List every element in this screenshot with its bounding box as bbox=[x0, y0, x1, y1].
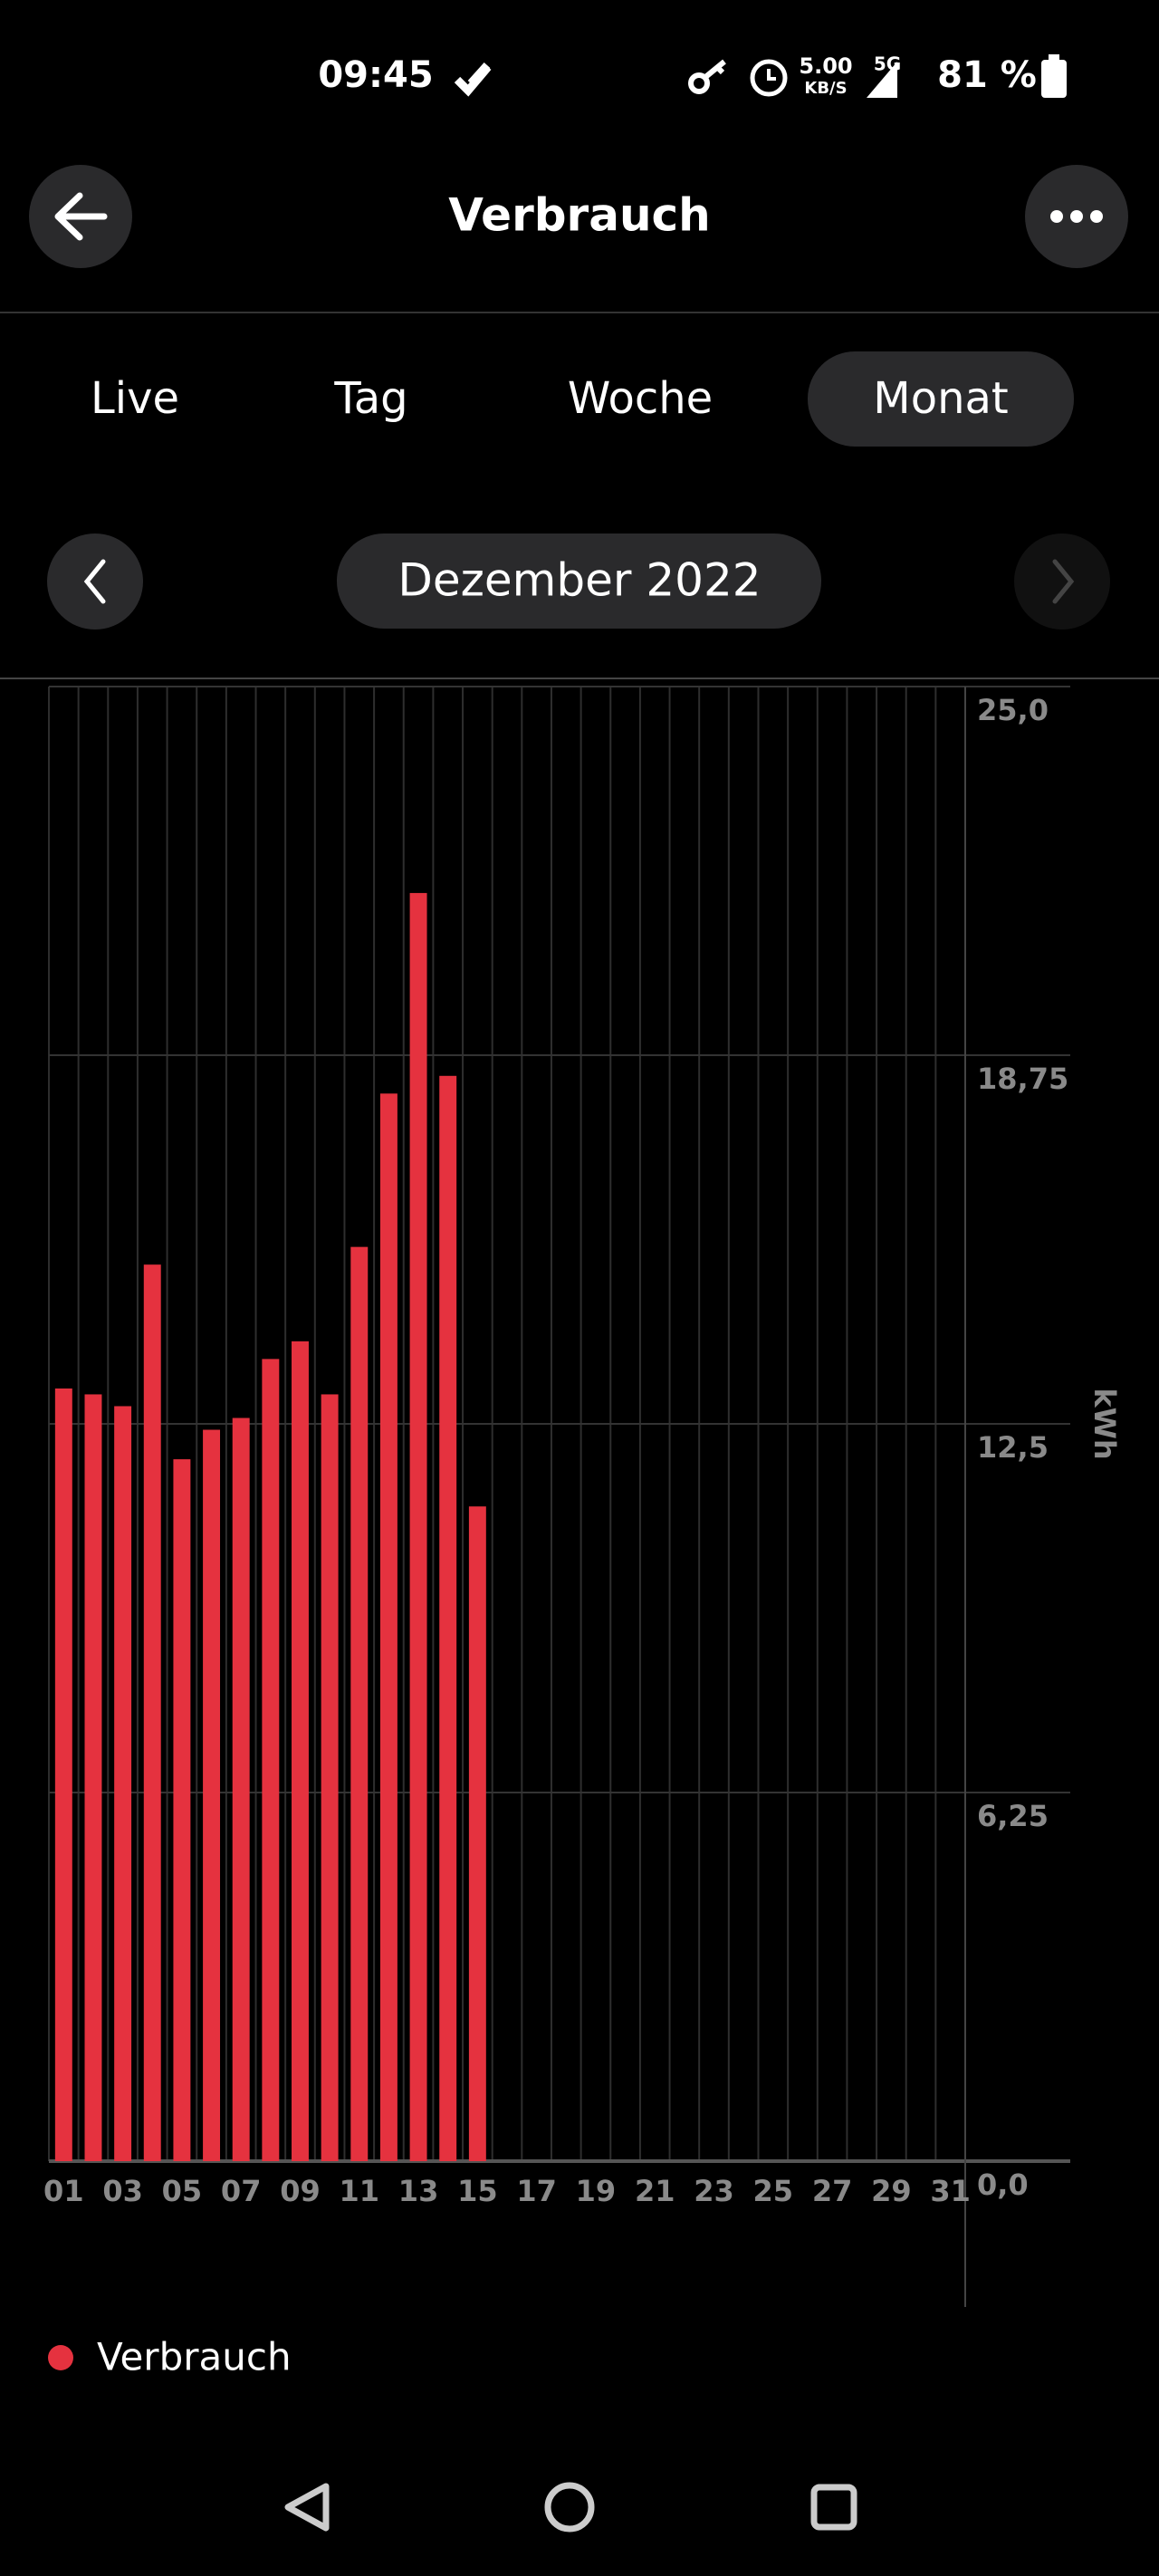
next-month-button[interactable] bbox=[1014, 533, 1110, 630]
back-button[interactable] bbox=[29, 165, 132, 268]
legend-marker bbox=[48, 2345, 73, 2370]
x-tick-label: 05 bbox=[162, 2174, 203, 2208]
status-time: 09:45 bbox=[318, 54, 433, 96]
nav-bar bbox=[284, 2482, 857, 2533]
y-tick-label: 25,0 bbox=[977, 693, 1049, 727]
bar bbox=[350, 1246, 369, 2161]
x-tick-label: 31 bbox=[930, 2174, 971, 2208]
nav-back[interactable] bbox=[284, 2483, 330, 2532]
bar bbox=[468, 1506, 486, 2161]
tab[interactable]: Woche bbox=[568, 373, 713, 424]
legend-label: Verbrauch bbox=[97, 2335, 292, 2379]
bar bbox=[321, 1394, 339, 2161]
y-tick-label: 6,25 bbox=[977, 1799, 1049, 1833]
bar bbox=[54, 1388, 72, 2161]
x-tick-label: 17 bbox=[516, 2174, 557, 2208]
y-tick-label: 0,0 bbox=[977, 2167, 1029, 2202]
page-title: Verbrauch bbox=[448, 189, 711, 242]
x-tick-label: 07 bbox=[221, 2174, 262, 2208]
bar bbox=[114, 1406, 132, 2161]
bar bbox=[439, 1075, 457, 2161]
period: Dezember 2022 bbox=[398, 554, 761, 607]
x-tick-label: 13 bbox=[398, 2174, 439, 2208]
x-tick-label: 09 bbox=[280, 2174, 321, 2208]
x-tick-label: 01 bbox=[43, 2174, 84, 2208]
x-tick-label: 21 bbox=[635, 2174, 675, 2208]
tab[interactable]: Monat bbox=[873, 373, 1008, 424]
bar bbox=[232, 1418, 250, 2161]
net-speed: 5.00 bbox=[799, 53, 852, 79]
x-tick-label: 27 bbox=[812, 2174, 853, 2208]
bar bbox=[143, 1264, 161, 2161]
period-pill[interactable] bbox=[337, 533, 821, 629]
x-tick-label: 03 bbox=[102, 2174, 143, 2208]
y-tick-label: 18,75 bbox=[977, 1062, 1068, 1096]
x-tick-label: 11 bbox=[340, 2174, 380, 2208]
x-tick-label: 23 bbox=[694, 2174, 734, 2208]
bar bbox=[84, 1394, 102, 2161]
tab[interactable]: Tag bbox=[333, 373, 407, 424]
battery: 81 % bbox=[937, 54, 1037, 96]
status-icon bbox=[454, 62, 492, 97]
more-button[interactable] bbox=[1025, 165, 1128, 268]
status-icons bbox=[688, 54, 1067, 98]
tab[interactable]: Live bbox=[91, 373, 179, 424]
bar bbox=[292, 1341, 309, 2161]
tab-selected bbox=[808, 351, 1074, 447]
y-axis-label: kWh bbox=[1087, 1388, 1122, 1459]
chart: 0,0 6,25 12,5 18,75 25,0 kWh 01 03 05 07 09 11 13 15 1… bbox=[43, 686, 1122, 2379]
network: 5G bbox=[874, 53, 901, 75]
prev-month-button[interactable] bbox=[47, 533, 143, 630]
x-tick-label: 19 bbox=[576, 2174, 617, 2208]
y-tick-label: 12,5 bbox=[977, 1430, 1049, 1465]
nav-home[interactable] bbox=[544, 2482, 595, 2533]
bar bbox=[409, 892, 427, 2162]
x-tick-label: 25 bbox=[753, 2174, 794, 2208]
x-tick-label: 15 bbox=[457, 2174, 498, 2208]
bar bbox=[379, 1093, 398, 2161]
bar bbox=[203, 1429, 221, 2161]
nav-recent[interactable] bbox=[810, 2484, 857, 2531]
bar bbox=[173, 1459, 191, 2161]
x-tick-label: 29 bbox=[871, 2174, 912, 2208]
net-unit: KB/S bbox=[804, 79, 847, 98]
bar bbox=[262, 1359, 280, 2161]
